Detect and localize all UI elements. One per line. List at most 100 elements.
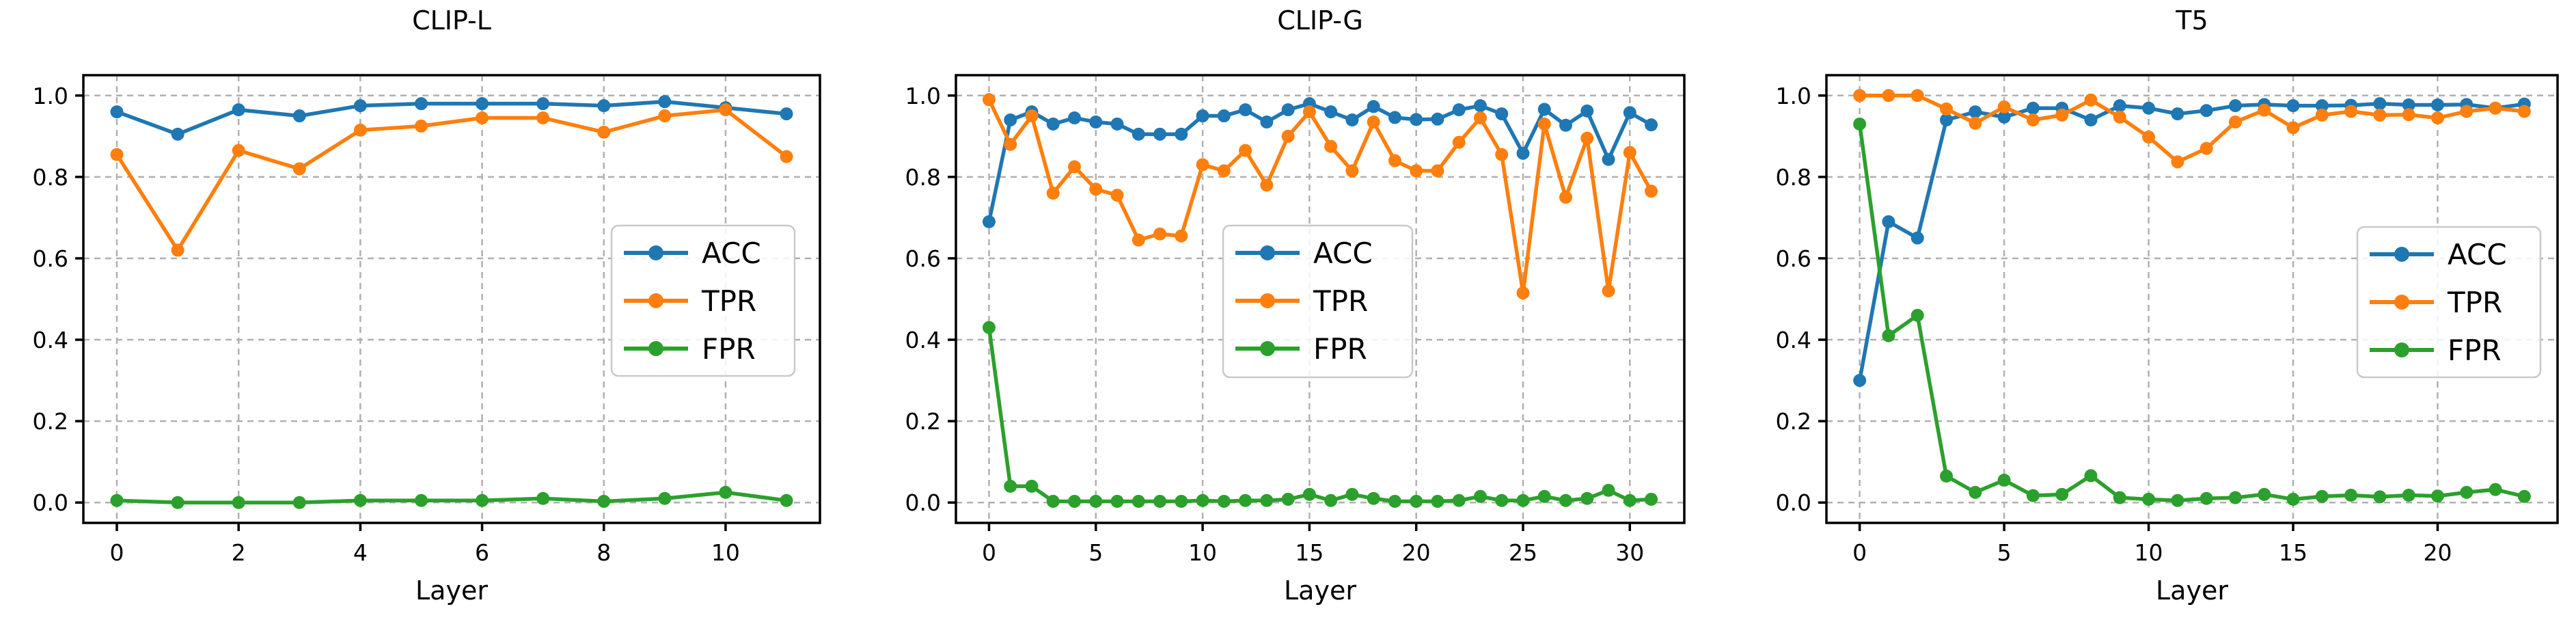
acc-marker [1537,103,1551,116]
acc-marker [1324,105,1338,119]
legend-sample-marker-fpr [2394,342,2409,357]
fpr-marker [982,321,996,334]
fpr-marker [1853,117,1867,131]
fpr-marker [1345,487,1359,501]
tpr-marker [232,144,245,157]
tpr-marker [476,111,489,125]
legend-label-tpr: TPR [2447,286,2502,319]
fpr-marker [2430,489,2444,503]
chart-title: CLIP-L [412,5,491,36]
tpr-marker [414,119,428,133]
y-tick-label: 0.4 [1776,327,1811,353]
acc-marker [1196,109,1209,123]
fpr-marker [2113,491,2126,504]
y-tick-label: 0.6 [1776,245,1811,272]
tpr-marker [1388,154,1401,167]
tpr-marker [1175,229,1188,243]
legend-box [610,224,796,377]
tpr-marker [1110,189,1124,202]
acc-marker [1388,111,1401,124]
acc-marker [1067,111,1081,125]
acc-marker [1580,104,1594,118]
chart-title: CLIP-G [1277,5,1363,36]
tpr-marker [1910,89,1924,103]
fpr-marker [1153,494,1167,508]
tpr-marker [2373,108,2387,122]
fpr-marker [1046,494,1060,508]
y-tick-label: 0.6 [905,245,941,272]
axes-frame [82,74,821,524]
fpr-marker [597,494,611,508]
y-tick-label: 1.0 [33,83,68,109]
fpr-marker [658,491,672,505]
legend-label-fpr: FPR [702,332,756,366]
x-axis-label: Layer [1284,576,1356,606]
acc-marker [982,215,996,228]
fpr-marker [1997,473,2011,487]
fpr-marker [2026,489,2040,502]
acc-marker [1853,374,1867,388]
tpr-marker [171,243,184,257]
fpr-marker [1281,492,1295,506]
tpr-marker [2113,110,2126,124]
fpr-marker [1388,494,1401,508]
acc-marker [1559,118,1573,132]
acc-marker [1410,113,1423,126]
tpr-marker [1217,164,1231,178]
legend-label-acc: ACC [1313,236,1373,270]
plot-canvas-t5: 0.0 0.2 0.4 0.6 0.8 1.0 0 5 10 15 20 ACC TPR FPR [1776,74,2559,566]
acc-marker [1110,117,1124,131]
plot-canvas-clip-l: 0.0 0.2 0.4 0.6 0.8 1.0 0 2 4 6 8 10 ACC TPR FPR [33,74,821,566]
y-tick-label: 0.2 [33,408,68,435]
acc-marker [658,95,672,109]
fpr-marker [1025,479,1039,493]
fpr-marker [1410,494,1423,508]
fpr-marker [1132,494,1145,508]
acc-marker [2026,101,2040,115]
tpr-marker [719,103,732,117]
axes-frame [955,74,1686,524]
fpr-marker [1004,479,1017,493]
tpr-marker [1004,137,1017,151]
tpr-marker [1452,135,1466,149]
fpr-marker [2200,491,2213,505]
tpr-marker [1853,89,1867,103]
fpr-marker [1602,483,1615,497]
fpr-marker [2489,483,2502,496]
x-tick-label: 8 [597,539,611,566]
fpr-marker [2402,489,2415,502]
tpr-marker [2055,108,2069,122]
acc-marker [1046,117,1060,131]
tpr-marker [1473,111,1487,125]
x-tick-label: 25 [1509,539,1537,566]
tpr-line [115,107,789,252]
fpr-marker [1940,470,1954,483]
acc-marker [1452,103,1466,117]
tpr-marker [1623,146,1636,159]
fpr-marker [2315,489,2329,503]
tpr-marker [2315,108,2329,122]
tpr-marker [1239,144,1252,157]
acc-marker [1281,103,1295,117]
acc-marker [1217,109,1231,123]
tpr-marker [1882,89,1895,103]
tpr-marker [1089,182,1103,196]
fpr-marker [1196,493,1209,507]
fpr-marker [1473,489,1487,503]
fpr-marker [476,493,489,507]
tpr-marker [1302,105,1316,119]
fpr-marker [2258,487,2271,501]
x-tick-label: 5 [1997,539,2012,566]
x-tick-label: 6 [475,539,489,566]
acc-marker [1473,99,1487,113]
fpr-marker [1431,494,1444,508]
tpr-marker [1132,233,1145,247]
x-tick-label: 10 [711,539,740,566]
tpr-marker [1367,115,1380,129]
acc-marker [1602,152,1615,166]
tpr-marker [110,148,124,161]
x-tick-label: 0 [110,539,124,566]
tpr-marker [1645,185,1658,198]
acc-marker [353,99,367,113]
acc-marker [1004,113,1017,126]
